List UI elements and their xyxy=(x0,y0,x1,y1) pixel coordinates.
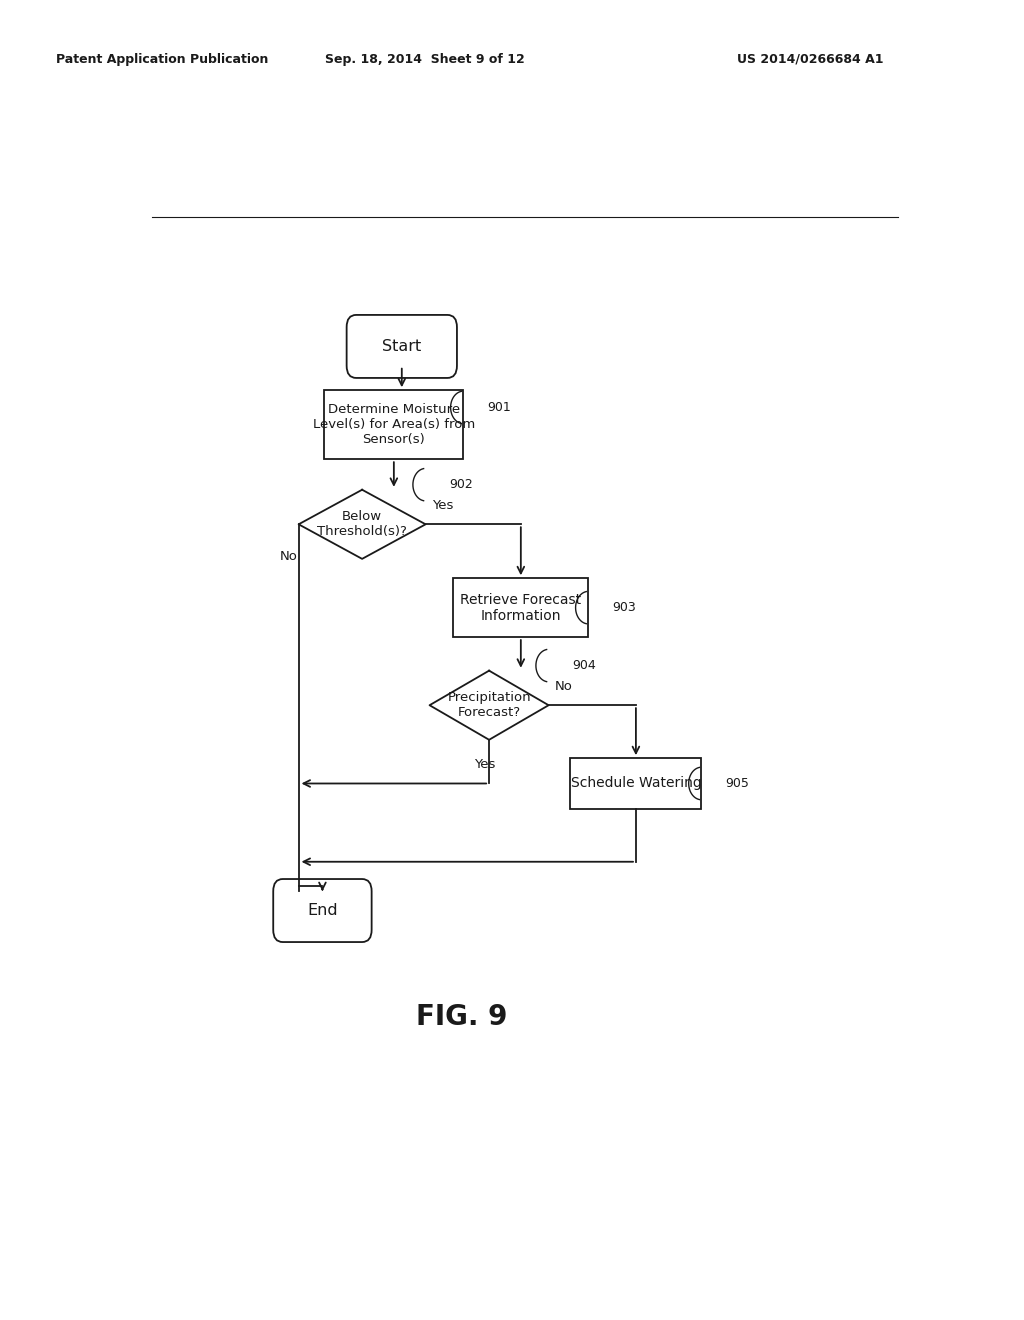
Text: FIG. 9: FIG. 9 xyxy=(416,1003,507,1031)
Text: No: No xyxy=(555,680,572,693)
Text: Yes: Yes xyxy=(432,499,454,512)
Text: 903: 903 xyxy=(612,601,636,614)
Text: Retrieve Forecast
Information: Retrieve Forecast Information xyxy=(460,593,582,623)
Text: 902: 902 xyxy=(450,478,473,491)
Bar xyxy=(325,391,463,459)
Polygon shape xyxy=(299,490,426,558)
FancyBboxPatch shape xyxy=(273,879,372,942)
Text: End: End xyxy=(307,903,338,917)
Polygon shape xyxy=(430,671,549,739)
Text: No: No xyxy=(281,549,298,562)
Bar xyxy=(454,578,588,638)
Text: 905: 905 xyxy=(725,777,750,789)
Text: 904: 904 xyxy=(572,659,596,672)
Text: Yes: Yes xyxy=(474,758,496,771)
Bar xyxy=(570,758,701,809)
Text: Determine Moisture
Level(s) for Area(s) from
Sensor(s): Determine Moisture Level(s) for Area(s) … xyxy=(312,403,475,446)
Text: Below
Threshold(s)?: Below Threshold(s)? xyxy=(317,511,408,539)
Text: Patent Application Publication: Patent Application Publication xyxy=(56,53,268,66)
FancyBboxPatch shape xyxy=(347,315,457,378)
Text: Start: Start xyxy=(382,339,422,354)
Text: 901: 901 xyxy=(487,401,511,414)
Text: Schedule Watering: Schedule Watering xyxy=(570,776,701,791)
Text: Precipitation
Forecast?: Precipitation Forecast? xyxy=(447,692,530,719)
Text: Sep. 18, 2014  Sheet 9 of 12: Sep. 18, 2014 Sheet 9 of 12 xyxy=(325,53,525,66)
Text: US 2014/0266684 A1: US 2014/0266684 A1 xyxy=(737,53,884,66)
